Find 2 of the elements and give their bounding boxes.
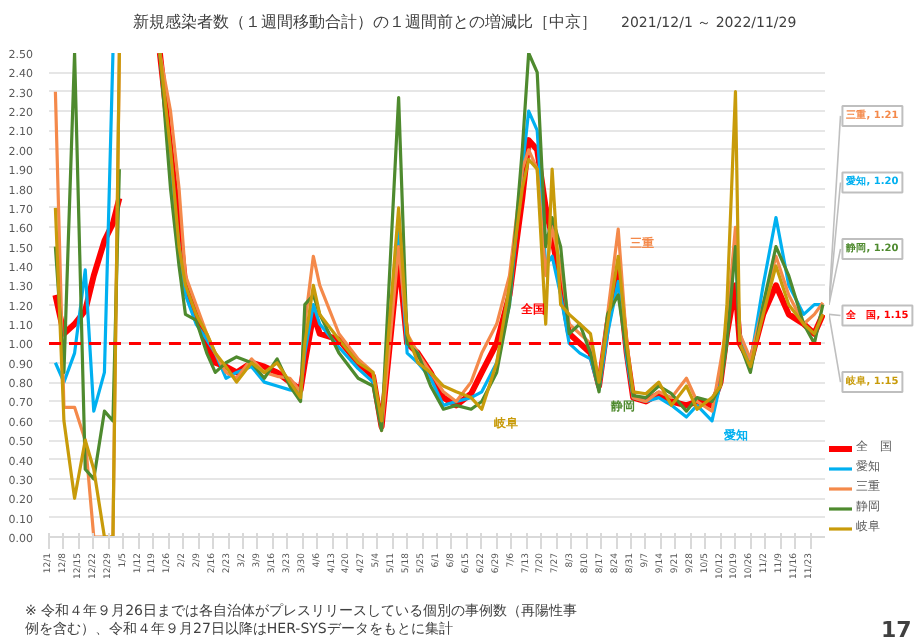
text: 17 [881, 617, 912, 640]
chart-title: 新規感染者数（１週間移動合計）の１週間前との増減比［中京］ [133, 13, 597, 31]
